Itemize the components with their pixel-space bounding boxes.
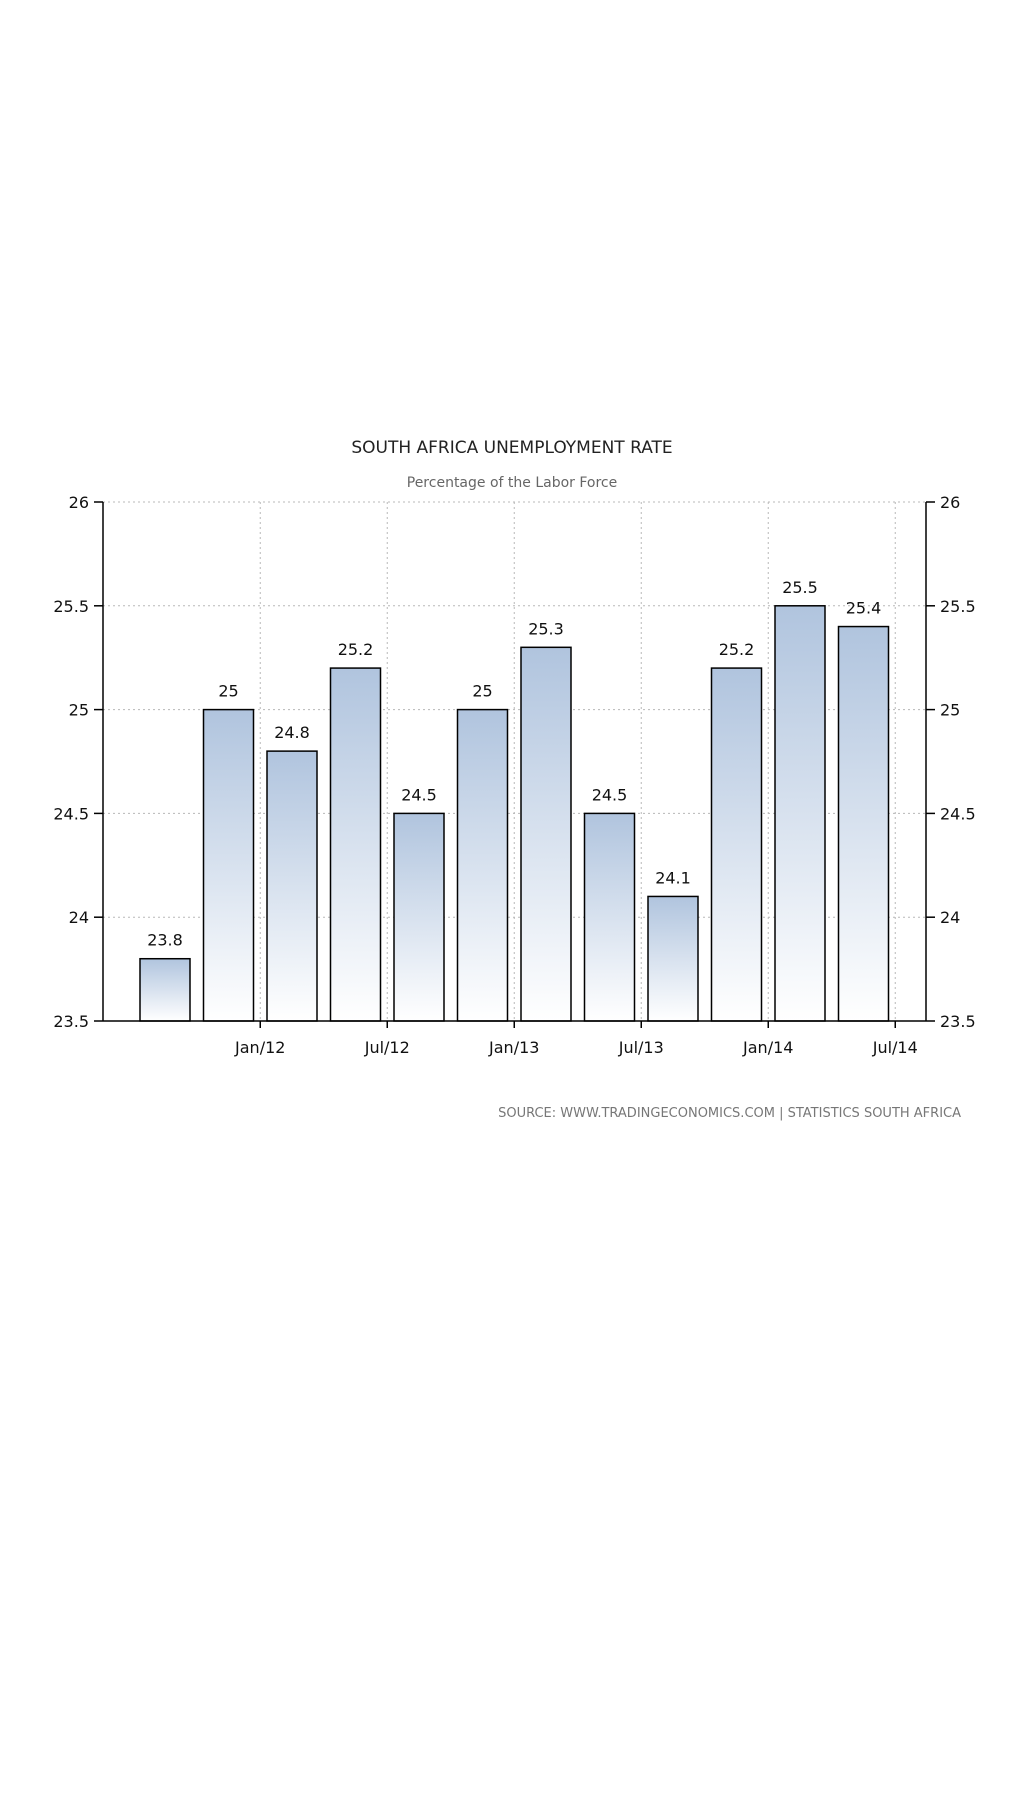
bar <box>266 750 318 1022</box>
y-tick-label-right: 23.5 <box>940 1012 976 1031</box>
bar <box>710 667 763 1022</box>
data-labels-layer: 23.8 25 24.8 25.2 24.5 25 25.3 24.5 24.1 25.2 25.5… <box>147 578 881 950</box>
bar <box>837 625 890 1022</box>
data-label: 25.4 <box>846 599 882 618</box>
data-label: 25 <box>218 682 238 701</box>
data-label: 24.5 <box>401 785 437 804</box>
bar <box>520 646 572 1022</box>
data-label: 25 <box>472 682 492 701</box>
bar <box>329 667 382 1022</box>
chart-title: SOUTH AFRICA UNEMPLOYMENT RATE <box>351 438 672 458</box>
y-tick-label-right: 25 <box>940 701 960 720</box>
x-tick-label: Jan/13 <box>488 1038 539 1057</box>
bar <box>774 605 826 1022</box>
bars-layer <box>139 605 890 1022</box>
bar <box>456 708 509 1022</box>
data-label: 25.2 <box>719 640 755 659</box>
y-tick-label-left: 23.5 <box>53 1012 89 1031</box>
y-tick-label-right: 25.5 <box>940 597 976 616</box>
x-tick-label: Jul/12 <box>364 1038 410 1057</box>
axes-layer <box>94 501 935 1028</box>
bar <box>647 895 699 1022</box>
x-tick-label: Jul/13 <box>618 1038 664 1057</box>
data-label: 24.8 <box>274 723 310 742</box>
bar <box>139 957 191 1022</box>
y-tick-label-left: 25.5 <box>53 597 89 616</box>
y-tick-label-right: 24 <box>940 908 960 927</box>
tick-labels-layer: 23.5 23.5 24 24 24.5 24.5 25 25 25.5 25.5 26 26 Jan/… <box>53 493 975 1057</box>
y-tick-label-right: 26 <box>940 493 960 512</box>
y-tick-label-left: 25 <box>69 701 89 720</box>
y-tick-label-left: 26 <box>69 493 89 512</box>
bar <box>202 708 255 1022</box>
bar <box>393 812 445 1022</box>
data-label: 25.3 <box>528 619 564 638</box>
x-tick-label: Jan/12 <box>234 1038 285 1057</box>
data-label: 24.5 <box>592 785 628 804</box>
y-tick-label-left: 24.5 <box>53 804 89 823</box>
data-label: 24.1 <box>655 868 691 887</box>
data-label: 23.8 <box>147 931 183 950</box>
x-tick-label: Jan/14 <box>742 1038 793 1057</box>
y-tick-label-right: 24.5 <box>940 804 976 823</box>
chart-subtitle: Percentage of the Labor Force <box>407 475 618 491</box>
y-tick-label-left: 24 <box>69 908 89 927</box>
bar <box>583 812 636 1022</box>
x-tick-label: Jul/14 <box>872 1038 918 1057</box>
data-label: 25.2 <box>338 640 374 659</box>
data-label: 25.5 <box>782 578 818 597</box>
chart-source: SOURCE: WWW.TRADINGECONOMICS.COM | STATI… <box>498 1106 961 1121</box>
